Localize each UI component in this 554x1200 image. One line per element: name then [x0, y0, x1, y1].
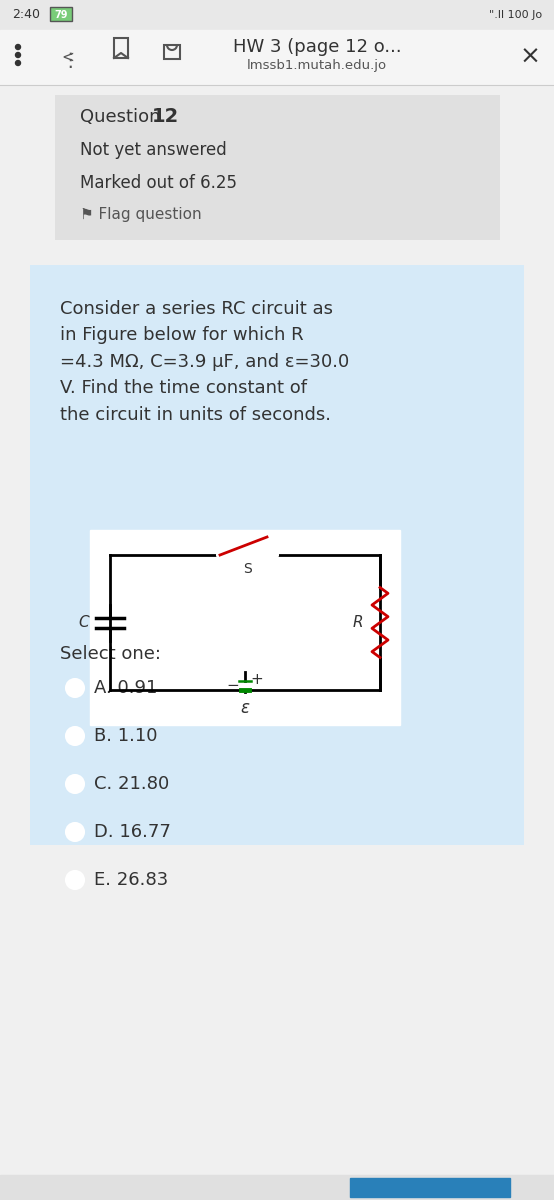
- Text: 12: 12: [152, 108, 179, 126]
- Bar: [30, 265, 524, 845]
- Text: R: R: [353, 614, 363, 630]
- Bar: [0, 1175, 554, 1200]
- Circle shape: [272, 552, 278, 558]
- Text: C. 21.80: C. 21.80: [94, 775, 170, 793]
- Text: Marked out of 6.25: Marked out of 6.25: [80, 174, 237, 192]
- Text: <: <: [61, 49, 74, 65]
- Circle shape: [66, 871, 84, 889]
- Text: lmssb1.mutah.edu.jo: lmssb1.mutah.edu.jo: [247, 59, 387, 72]
- Text: ×: ×: [520, 44, 541, 68]
- Circle shape: [217, 552, 223, 558]
- Text: D. 16.77: D. 16.77: [94, 823, 171, 841]
- Text: ⚑ Flag question: ⚑ Flag question: [80, 208, 202, 222]
- Bar: [55, 95, 500, 240]
- Circle shape: [66, 775, 84, 793]
- Bar: [114, 38, 128, 58]
- Text: E. 26.83: E. 26.83: [94, 871, 168, 889]
- Text: B. 1.10: B. 1.10: [94, 727, 157, 745]
- Bar: [164, 44, 180, 59]
- Bar: [50, 7, 72, 20]
- Text: Not yet answered: Not yet answered: [80, 140, 227, 158]
- Text: 79: 79: [54, 10, 68, 20]
- Text: A. 0.91: A. 0.91: [94, 679, 157, 697]
- Text: Select one:: Select one:: [60, 646, 161, 662]
- Circle shape: [66, 823, 84, 841]
- Text: 2:40: 2:40: [12, 8, 40, 22]
- Text: ε: ε: [240, 698, 249, 716]
- Text: Consider a series RC circuit as
in Figure below for which R
=4.3 MΩ, C=3.9 μF, a: Consider a series RC circuit as in Figur…: [60, 300, 349, 424]
- Bar: [90, 530, 400, 725]
- Text: Question: Question: [80, 108, 166, 126]
- Text: S: S: [243, 562, 252, 576]
- Circle shape: [16, 44, 20, 49]
- Text: −: −: [227, 678, 239, 694]
- Text: ⋮: ⋮: [60, 50, 80, 70]
- Text: HW 3 (page 12 o...: HW 3 (page 12 o...: [233, 38, 401, 56]
- Text: ".ll 100 Jo: ".ll 100 Jo: [489, 10, 542, 20]
- Circle shape: [16, 53, 20, 58]
- Bar: [0, 30, 554, 85]
- Circle shape: [66, 727, 84, 745]
- Bar: [350, 1178, 510, 1198]
- Text: +: +: [250, 672, 263, 686]
- Text: C: C: [79, 614, 89, 630]
- Circle shape: [66, 679, 84, 697]
- Circle shape: [16, 60, 20, 66]
- Bar: [0, 0, 554, 30]
